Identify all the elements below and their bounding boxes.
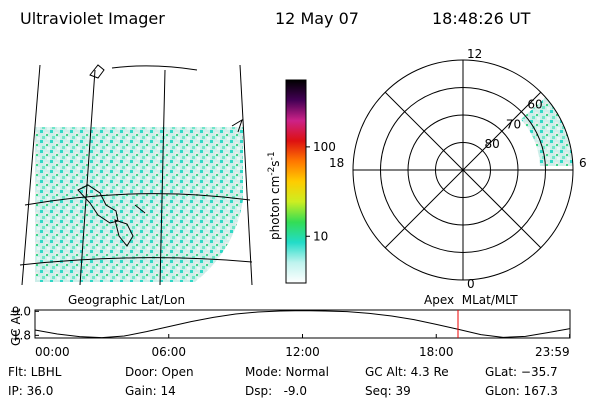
info-field: Gain: 14 xyxy=(125,384,176,398)
x-tick-label: 12:00 xyxy=(285,345,320,359)
info-field: Seq: 39 xyxy=(365,384,411,398)
geo-map xyxy=(19,64,253,286)
instrument: Ultraviolet Imager xyxy=(20,9,165,28)
geo-label: Geographic Lat/Lon xyxy=(68,293,185,307)
x-tick-label: 06:00 xyxy=(151,345,186,359)
info-field: Mode: Normal xyxy=(245,365,329,379)
mlt-label: 6 xyxy=(579,156,587,170)
y-tick-label: 1.8 xyxy=(12,328,31,342)
y-tick-label: 9.0 xyxy=(12,304,31,318)
info-field: Door: Open xyxy=(125,365,194,379)
x-tick-label: 00:00 xyxy=(35,345,70,359)
info-field: IP: 36.0 xyxy=(8,384,53,398)
date: 12 May 07 xyxy=(275,9,359,28)
time: 18:48:26 UT xyxy=(432,9,531,28)
plot-frame xyxy=(34,309,571,339)
mlt-label: 18 xyxy=(329,156,344,170)
polar-label: Apex MLat/MLT xyxy=(424,293,518,307)
lat-label: 70 xyxy=(506,117,521,131)
mlt-label: 0 xyxy=(467,277,475,291)
colorbar-tick-label: 10 xyxy=(313,229,328,243)
x-tick-label: 23:59 xyxy=(535,345,570,359)
info-field: GC Alt: 4.3 Re xyxy=(365,365,449,379)
lat-label: 60 xyxy=(527,98,542,112)
mlt-label: 12 xyxy=(467,47,482,61)
info-field: Dsp: -9.0 xyxy=(245,384,307,398)
colorbar xyxy=(285,79,307,284)
polar-plot: 80 70 60 0 6 12 18 xyxy=(329,47,587,291)
info-field: Flt: LBHL xyxy=(8,365,62,379)
altitude-line xyxy=(34,310,571,339)
x-tick-label: 18:00 xyxy=(419,345,454,359)
colorbar-label: photon cm-2s-1 xyxy=(267,151,282,240)
info-field: GLon: 167.3 xyxy=(485,384,558,398)
data-patch xyxy=(520,97,573,166)
colorbar-tick-label: 100 xyxy=(313,140,336,154)
info-table: Flt: LBHL Door: Open Mode: Normal GC Alt: 4… xyxy=(8,365,558,398)
info-field: GLat: −35.7 xyxy=(485,365,558,379)
y-axis-label: GC Alt xyxy=(9,308,23,346)
lat-label: 80 xyxy=(484,137,499,151)
